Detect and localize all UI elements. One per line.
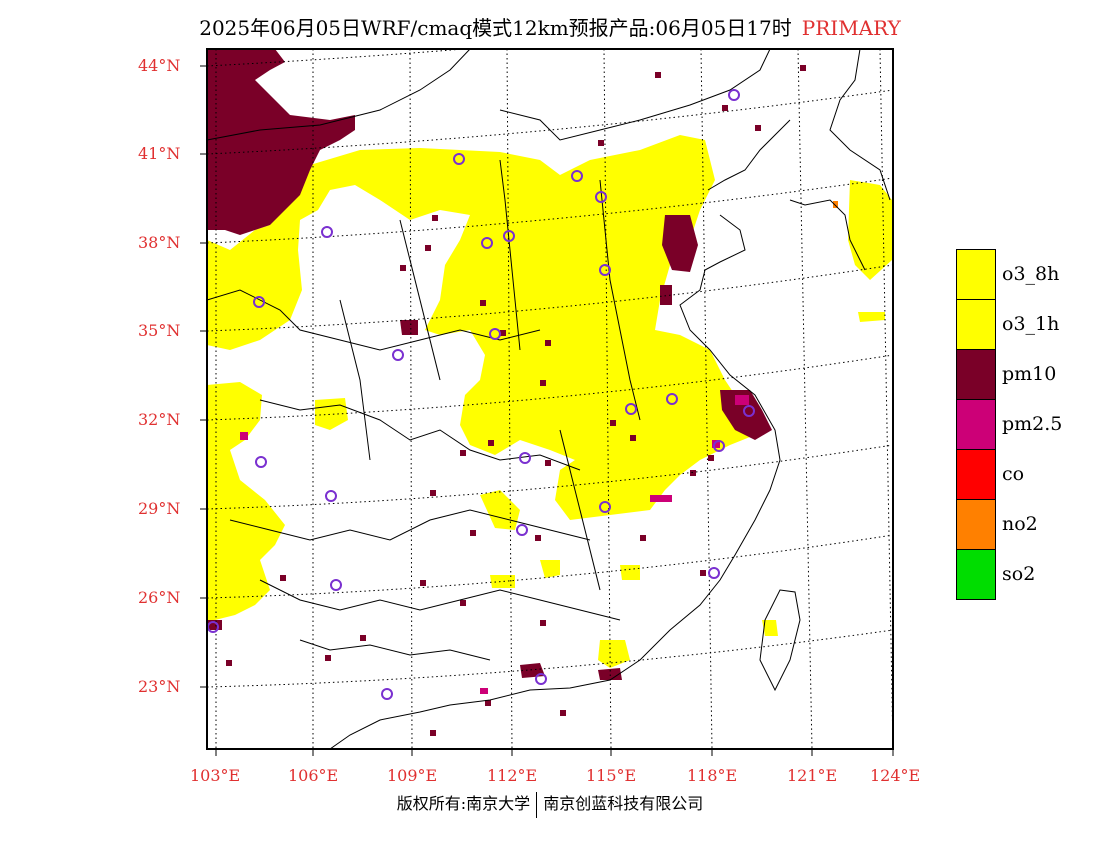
copyright-separator [536,791,538,818]
ozone-exceedance-area [207,135,892,668]
legend-swatch [956,249,996,300]
lon-label: 106°E [288,766,339,785]
legend-swatch [956,299,996,350]
lat-label: 44°N [138,56,181,75]
legend-label: pm10 [1002,363,1057,385]
lon-label: 103°E [190,766,241,785]
legend-label: no2 [1002,513,1038,535]
graticule [207,49,893,749]
map-title-text: 2025年06月05日WRF/cmaq模式12km预报产品:06月05日17时 [199,16,792,40]
lon-label: 109°E [387,766,438,785]
pm10-speckles [226,65,806,736]
legend-label: co [1002,463,1025,485]
lon-label: 118°E [687,766,738,785]
copyright-footer: 版权所有:南京大学 南京创蓝科技有限公司 [0,790,1100,818]
lat-label: 35°N [138,321,181,340]
map-title: 2025年06月05日WRF/cmaq模式12km预报产品:06月05日17时 P… [0,12,1100,41]
lon-label: 112°E [487,766,538,785]
axis-ticks [200,65,894,756]
no2-exceedance-area [833,201,838,208]
copyright-left: 版权所有:南京大学 [396,794,531,813]
legend-label: pm2.5 [1002,413,1063,435]
legend-swatch [956,549,996,600]
legend-swatch [956,449,996,500]
lon-label: 124°E [870,766,921,785]
map-frame [206,48,894,750]
lon-label: 121°E [787,766,838,785]
lat-label: 23°N [138,677,181,696]
lat-label: 26°N [138,588,181,607]
legend-label: o3_1h [1002,313,1060,335]
lon-label: 115°E [586,766,637,785]
legend-label: o3_8h [1002,263,1060,285]
lat-label: 29°N [138,499,181,518]
legend-label: so2 [1002,563,1036,585]
station-circle-icon [207,89,755,700]
legend-swatch [956,499,996,550]
legend-swatch [956,349,996,400]
lat-label: 41°N [138,144,181,163]
lat-label: 38°N [138,233,181,252]
lat-label: 32°N [138,410,181,429]
pm25-exceedance-area [240,395,749,694]
legend-swatch [956,399,996,450]
primary-tag: PRIMARY [801,16,901,40]
copyright-right: 南京创蓝科技有限公司 [543,794,704,813]
